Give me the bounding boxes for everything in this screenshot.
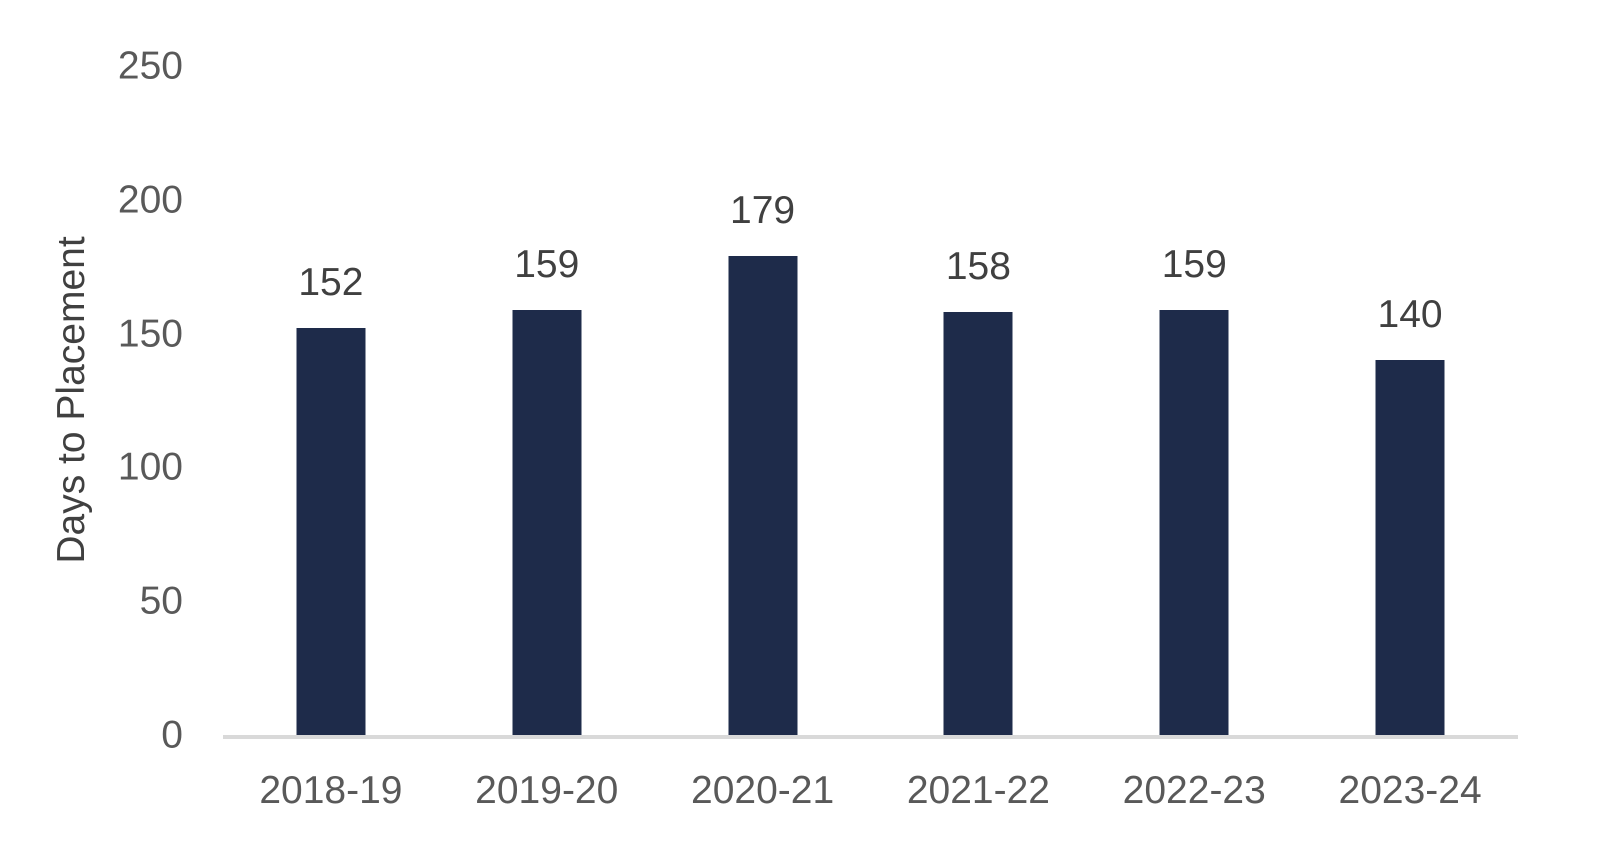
data-label-2021-22: 158 bbox=[945, 245, 1011, 289]
x-tick-label-2019-20: 2019-20 bbox=[475, 769, 619, 812]
y-tick-label-100: 100 bbox=[117, 445, 183, 489]
x-tick-label-2018-19: 2018-19 bbox=[259, 769, 403, 812]
bar-group-2020-21: 179 bbox=[728, 189, 798, 735]
y-tick-label-0: 0 bbox=[161, 713, 183, 757]
data-label-2023-24: 140 bbox=[1377, 293, 1443, 337]
bar-2021-22 bbox=[943, 312, 1013, 735]
bar-2022-23 bbox=[1159, 309, 1229, 735]
bar-group-2021-22: 158 bbox=[943, 245, 1013, 735]
y-axis-title: Days to Placement bbox=[50, 236, 93, 564]
bar-2020-21 bbox=[728, 256, 798, 735]
y-tick-label-150: 150 bbox=[117, 312, 183, 356]
y-tick-label-200: 200 bbox=[117, 178, 183, 222]
x-tick-label-2023-24: 2023-24 bbox=[1338, 769, 1482, 812]
bar-2019-20 bbox=[512, 309, 582, 735]
bar-group-2023-24: 140 bbox=[1375, 293, 1445, 735]
data-label-2018-19: 152 bbox=[298, 261, 364, 305]
x-tick-label-2022-23: 2022-23 bbox=[1122, 769, 1266, 812]
x-tick-label-2020-21: 2020-21 bbox=[691, 769, 835, 812]
bar-group-2022-23: 159 bbox=[1159, 242, 1229, 735]
bar-group-2018-19: 152 bbox=[296, 261, 366, 735]
data-label-2019-20: 159 bbox=[514, 242, 580, 286]
bar-group-2019-20: 159 bbox=[512, 242, 582, 735]
y-tick-label-250: 250 bbox=[117, 44, 183, 88]
x-tick-label-2021-22: 2021-22 bbox=[906, 769, 1050, 812]
y-tick-label-50: 50 bbox=[139, 579, 183, 623]
bar-2023-24 bbox=[1375, 360, 1445, 735]
x-axis-line bbox=[223, 735, 1518, 739]
plot-area: 0 50 100 150 200 250 152 159 179 158 159 140 2018-… bbox=[118, 47, 1518, 810]
data-label-2020-21: 179 bbox=[730, 189, 796, 232]
data-label-2022-23: 159 bbox=[1161, 242, 1227, 286]
bar-2018-19 bbox=[296, 328, 366, 735]
